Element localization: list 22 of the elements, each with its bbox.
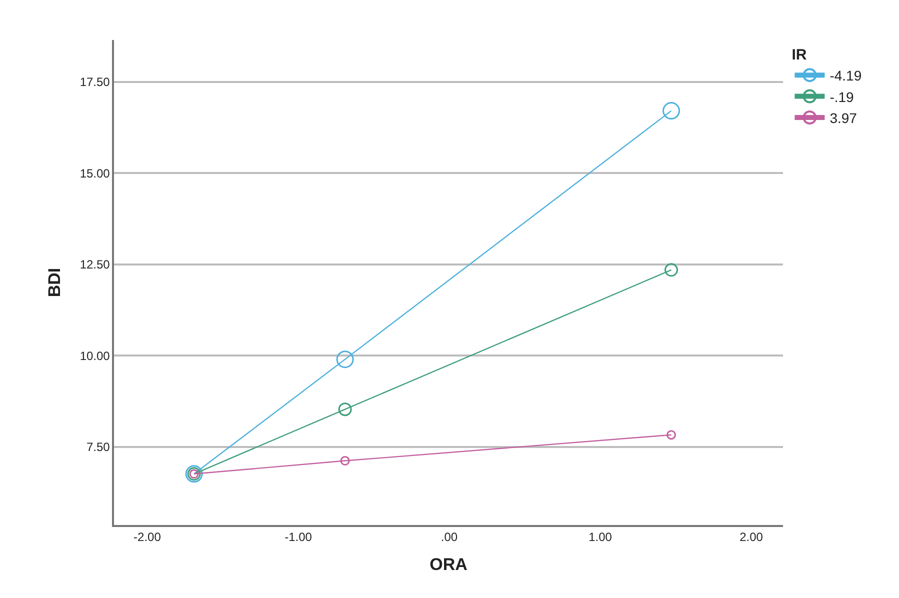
x-tick-label: .00 [440,530,458,544]
y-tick-label: 10.00 [80,348,110,363]
x-tick-label: -1.00 [284,530,312,544]
legend-label: -.19 [830,88,854,105]
y-axis-title: BDI [44,268,64,298]
point [664,263,678,277]
legend-label: 3.97 [830,110,858,126]
point [666,430,676,440]
point [340,456,350,466]
x-tick-label: -2.00 [134,530,162,544]
y-tick-label: 17.50 [80,75,110,90]
point [662,102,680,120]
legend-title: IR [792,46,807,64]
y-tick-label: 12.50 [80,258,110,272]
x-axis-title: ORA [430,555,468,574]
legend-label: -4.19 [830,68,862,84]
y-tick-label: 15.00 [80,166,110,180]
point [338,402,352,416]
point [336,350,354,368]
x-tick-label: 1.00 [588,530,612,544]
x-tick-label: 2.00 [740,530,764,544]
y-tick-label: 7.50 [86,440,110,454]
